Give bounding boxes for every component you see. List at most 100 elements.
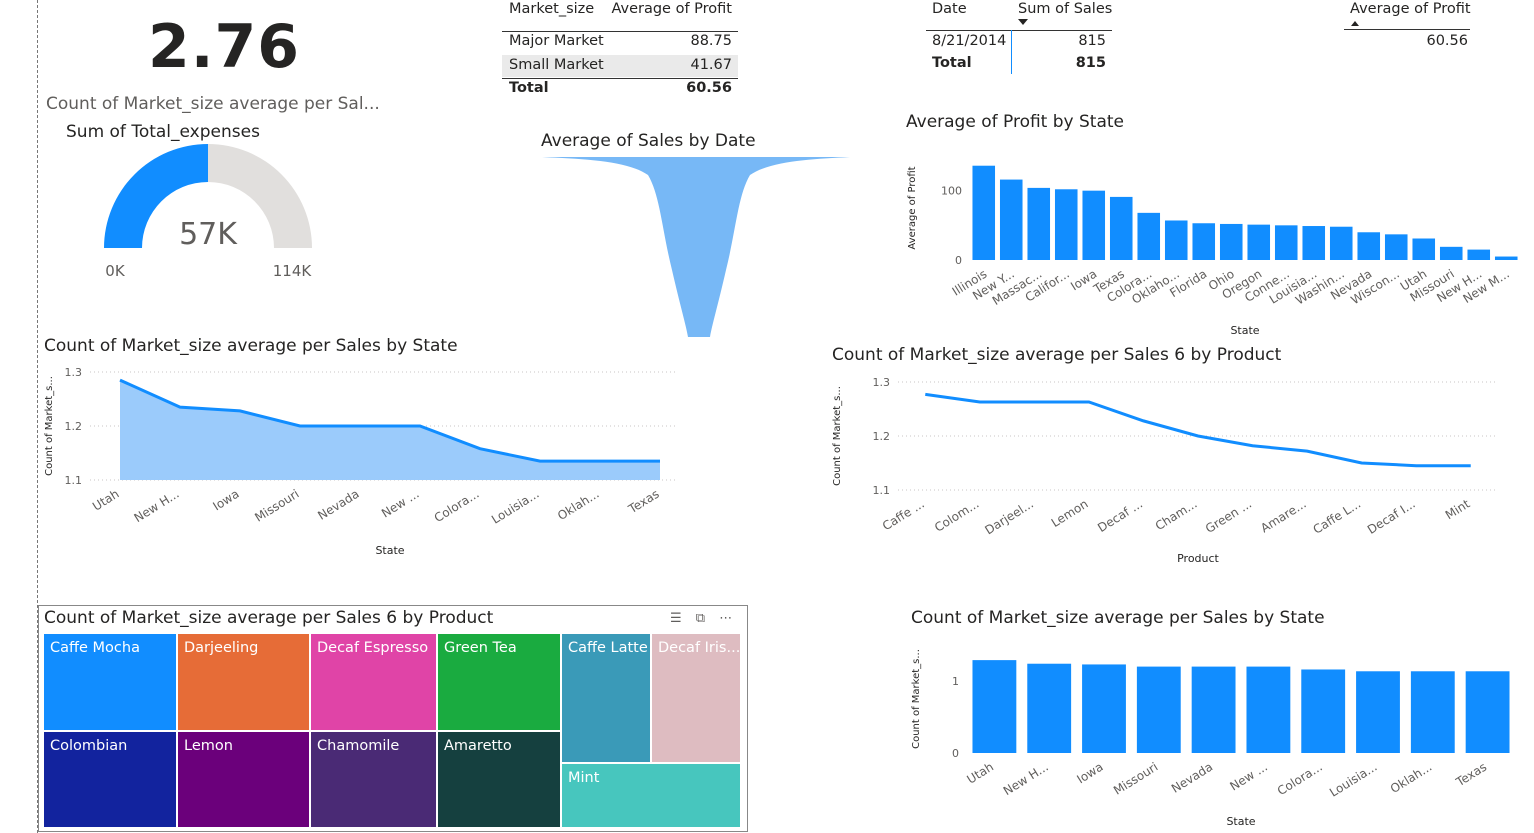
gauge-max-label: 114K bbox=[273, 262, 313, 280]
bar bbox=[1027, 187, 1051, 260]
market-bar-chart[interactable]: 0 1 State Count of Market_s... Utah New H... I… bbox=[905, 635, 1525, 830]
x-tick-label: Nevada bbox=[315, 487, 361, 523]
treemap-tile[interactable]: Decaf Espresso bbox=[310, 633, 437, 731]
bar bbox=[1219, 223, 1243, 260]
table-header-date[interactable]: Date bbox=[932, 1, 967, 17]
more-options-icon[interactable]: ⋯ bbox=[719, 611, 733, 626]
treemap-tile[interactable]: Caffe Mocha bbox=[43, 633, 177, 731]
treemap[interactable]: Caffe Mocha Colombian Darjeeling Lemon D… bbox=[43, 633, 741, 828]
table-row-name: Major Market bbox=[509, 33, 604, 49]
x-tick-label: Mint bbox=[1443, 497, 1473, 523]
x-axis-title: Product bbox=[1177, 552, 1219, 565]
market-line-chart[interactable]: 1.1 1.2 1.3 Product Count of Market_s... Caff… bbox=[826, 370, 1526, 570]
treemap-tile[interactable]: Green Tea bbox=[437, 633, 561, 731]
funnel-visual[interactable] bbox=[540, 155, 855, 340]
y-tick-label: 1.1 bbox=[873, 484, 891, 497]
bar bbox=[1191, 666, 1236, 753]
treemap-selection-frame[interactable] bbox=[38, 605, 748, 832]
bar bbox=[1192, 223, 1216, 260]
x-tick-label: Amare... bbox=[1258, 497, 1308, 536]
area-fill bbox=[120, 380, 660, 480]
bar bbox=[1329, 226, 1353, 260]
x-tick-label: Decaf ... bbox=[1095, 497, 1145, 535]
bar bbox=[1274, 225, 1298, 260]
bar bbox=[1467, 249, 1491, 260]
table-header-divider bbox=[926, 30, 1112, 31]
y-axis-title: Count of Market_s... bbox=[911, 649, 922, 749]
filter-icon[interactable]: ☰ bbox=[670, 611, 682, 626]
y-axis-title: Count of Market_s... bbox=[832, 386, 843, 486]
table-header-sum-of-sales[interactable]: Sum of Sales bbox=[1018, 1, 1113, 17]
table-header-divider bbox=[1344, 29, 1470, 30]
canvas-guide bbox=[37, 0, 38, 833]
bar bbox=[1302, 226, 1326, 260]
gauge-visual[interactable]: 57K 0K 114K bbox=[90, 140, 330, 290]
x-tick-label: Oklah... bbox=[1388, 760, 1435, 796]
x-tick-label: Iowa bbox=[1074, 760, 1105, 787]
bar bbox=[1384, 234, 1408, 260]
table-row-date: 8/21/2014 bbox=[932, 33, 1007, 49]
x-tick-label: Caffe L... bbox=[1311, 497, 1364, 537]
x-tick-label: Decaf I... bbox=[1365, 497, 1418, 537]
bar bbox=[999, 179, 1023, 260]
series-line bbox=[119, 378, 660, 463]
y-tick-label: 100 bbox=[941, 185, 962, 198]
table-row-value: 815 bbox=[1078, 33, 1106, 49]
table-row-value: 88.75 bbox=[690, 33, 732, 49]
treemap-tile[interactable]: Chamomile bbox=[310, 731, 437, 828]
x-tick-label: Oklah... bbox=[555, 487, 602, 523]
y-tick-label: 1.2 bbox=[65, 420, 83, 433]
sort-ascending-icon[interactable] bbox=[1350, 20, 1360, 27]
bar bbox=[1109, 196, 1133, 260]
treemap-tile[interactable]: Caffe Latte bbox=[561, 633, 651, 763]
bar bbox=[1247, 224, 1271, 260]
treemap-tile[interactable]: Darjeeling bbox=[177, 633, 310, 731]
y-tick-label: 1.1 bbox=[65, 474, 83, 487]
market-area-chart[interactable]: 1.1 1.2 1.3 State Count of Market_s... Utah Ne… bbox=[38, 360, 678, 560]
x-tick-label: Louisia... bbox=[1327, 760, 1379, 800]
x-tick-label: Utah bbox=[90, 487, 122, 514]
x-tick-label: Missouri bbox=[1111, 760, 1160, 798]
x-tick-label: Texas bbox=[625, 487, 661, 517]
bar bbox=[1082, 190, 1106, 260]
treemap-tile[interactable]: Colombian bbox=[43, 731, 177, 828]
funnel-shape bbox=[542, 157, 850, 337]
y-tick-label: 1.2 bbox=[873, 430, 891, 443]
treemap-tile[interactable]: Amaretto bbox=[437, 731, 561, 828]
funnel-title: Average of Sales by Date bbox=[541, 131, 756, 151]
bar bbox=[972, 660, 1017, 753]
x-tick-label: New H... bbox=[1001, 760, 1051, 799]
x-axis-title: State bbox=[375, 544, 404, 557]
treemap-title: Count of Market_size average per Sales 6… bbox=[44, 608, 494, 628]
table-total-divider bbox=[502, 78, 738, 79]
table-header-average-profit[interactable]: Average of Profit bbox=[611, 1, 732, 17]
date-sales-table[interactable]: Date Sum of Sales 8/21/2014 815 Total 81… bbox=[926, 0, 1116, 80]
market-size-table[interactable]: Market_size Average of Profit Major Mark… bbox=[502, 0, 742, 100]
y-tick-label: 1 bbox=[952, 675, 959, 688]
column-divider bbox=[1011, 30, 1012, 74]
bar bbox=[1246, 666, 1291, 753]
bar bbox=[1412, 238, 1436, 260]
bar bbox=[1054, 189, 1078, 260]
treemap-tile[interactable]: Mint bbox=[561, 763, 741, 828]
y-tick-label: 0 bbox=[952, 747, 959, 760]
gauge-min-label: 0K bbox=[105, 262, 126, 280]
table-total-label: Total bbox=[509, 80, 549, 96]
table-row-value: 41.67 bbox=[690, 57, 732, 73]
x-tick-label: Lemon bbox=[1049, 497, 1091, 530]
table-header-market-size[interactable]: Market_size bbox=[509, 1, 595, 17]
average-profit-table[interactable]: Average of Profit 60.56 bbox=[1344, 0, 1474, 55]
bar bbox=[1494, 256, 1518, 260]
treemap-tile[interactable]: Decaf Iris... bbox=[651, 633, 741, 763]
chart-title-line-by-product: Count of Market_size average per Sales 6… bbox=[832, 345, 1282, 365]
card-value: 2.76 bbox=[148, 12, 301, 82]
x-tick-label: Colora... bbox=[1275, 760, 1325, 798]
bar bbox=[1137, 212, 1161, 260]
bar bbox=[1082, 664, 1126, 753]
x-tick-label: Texas bbox=[1453, 760, 1489, 790]
focus-mode-icon[interactable]: ⧉ bbox=[695, 611, 706, 626]
table-header-average-profit[interactable]: Average of Profit bbox=[1350, 1, 1471, 17]
sort-descending-icon[interactable] bbox=[1017, 18, 1029, 26]
treemap-tile[interactable]: Lemon bbox=[177, 731, 310, 828]
